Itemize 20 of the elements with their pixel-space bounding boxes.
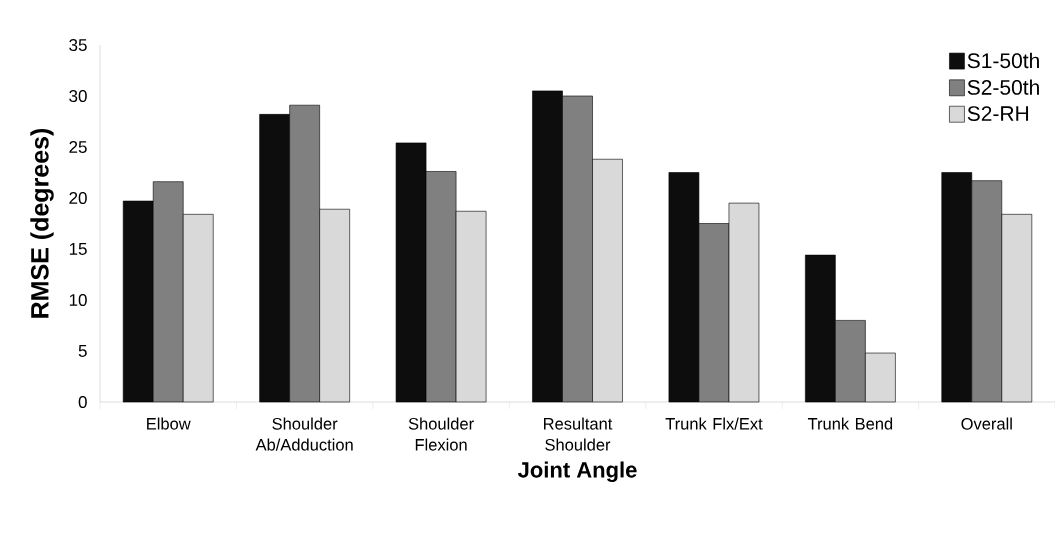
y-tick-label: 0 bbox=[78, 395, 87, 409]
x-tick-label: Shoulder Ab/Adduction bbox=[255, 417, 353, 451]
x-tick-label: Shoulder Flexion bbox=[408, 417, 474, 451]
x-axis-title: Joint Angle bbox=[517, 461, 637, 483]
x-tick-label: Trunk Flx/Ext bbox=[665, 417, 763, 430]
y-tick-label: 25 bbox=[69, 140, 87, 154]
x-tick-label: Trunk Bend bbox=[807, 417, 893, 430]
y-axis-title: RMSE (degrees) bbox=[30, 128, 54, 318]
y-tick-label: 15 bbox=[69, 243, 87, 255]
x-tick-label: Overall bbox=[961, 417, 1012, 430]
y-tick-label: 10 bbox=[69, 293, 87, 307]
y-tick-label: 5 bbox=[78, 345, 87, 357]
legend-label: S2-50th bbox=[967, 79, 1039, 95]
legend-label: S2-RH bbox=[967, 106, 1029, 122]
y-tick-label: 20 bbox=[69, 191, 87, 205]
legend-label: S1-50th bbox=[967, 52, 1039, 69]
y-tick-label: 30 bbox=[69, 89, 87, 103]
x-tick-label: Resultant Shoulder bbox=[544, 417, 613, 451]
y-tick-label: 35 bbox=[69, 38, 87, 52]
x-tick-label: Elbow bbox=[147, 417, 191, 430]
